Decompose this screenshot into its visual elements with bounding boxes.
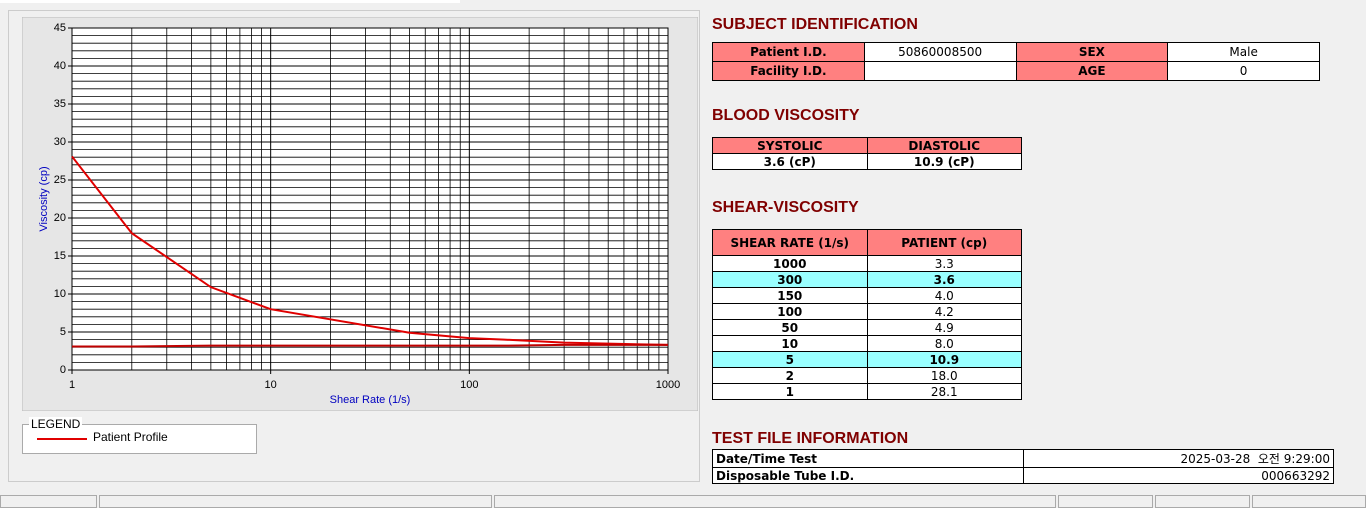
status-pane — [99, 495, 492, 508]
cell: 1 — [712, 383, 868, 400]
cell: 5 — [712, 351, 868, 368]
cell: Disposable Tube I.D. — [712, 467, 1024, 484]
x-tick-label: 1 — [69, 379, 75, 391]
cell: 150 — [712, 287, 868, 304]
y-tick-label: 20 — [54, 212, 66, 224]
cell: 3.6 (cP) — [712, 153, 868, 170]
subject-table: Patient I.D. 50860008500 SEX Male Facility … — [712, 42, 1320, 81]
cell: 10.9 — [866, 351, 1022, 368]
status-pane — [0, 495, 97, 508]
cell: 3.3 — [866, 255, 1022, 272]
cell: 2025-03-28 오전 9:29:00 — [1023, 449, 1334, 468]
series-line — [71, 155, 669, 346]
legend-swatch — [37, 438, 87, 440]
cell: PATIENT (cp) — [866, 229, 1022, 256]
y-tick-label: 10 — [54, 288, 66, 300]
table-row: 300 3.6 — [712, 271, 1022, 288]
cell: Facility I.D. — [712, 61, 865, 81]
status-pane — [1252, 495, 1366, 508]
cell: Patient I.D. — [712, 42, 865, 62]
chart-frame — [8, 10, 700, 482]
table-row: 1000 3.3 — [712, 255, 1022, 272]
y-tick-label: 40 — [54, 60, 66, 72]
cell: 300 — [712, 271, 868, 288]
table-row: 50 4.9 — [712, 319, 1022, 336]
status-pane — [1058, 495, 1153, 508]
legend-label: Patient Profile — [93, 430, 168, 444]
chart: Shear Rate (1/s) Viscosity (cp) 0 5 10 15 20… — [22, 17, 698, 411]
y-tick-label: 45 — [54, 22, 66, 34]
y-tick-label: 0 — [60, 364, 66, 376]
cell: 4.2 — [866, 303, 1022, 320]
x-tick-label: 1000 — [656, 379, 680, 391]
cell: 2 — [712, 367, 868, 384]
y-tick-label: 15 — [54, 250, 66, 262]
cell: Male — [1167, 42, 1320, 62]
plot-area — [72, 28, 668, 370]
x-tick-label: 100 — [460, 379, 478, 391]
cell: 3.6 — [866, 271, 1022, 288]
status-pane — [1155, 495, 1250, 508]
cell: 1000 — [712, 255, 868, 272]
cell: DIASTOLIC — [866, 137, 1022, 154]
y-tick-label: 30 — [54, 136, 66, 148]
cell: 10.9 (cP) — [866, 153, 1022, 170]
cell — [863, 61, 1017, 81]
cell: 28.1 — [866, 383, 1022, 400]
y-axis-label: Viscosity (cp) — [38, 166, 50, 231]
cell: 10 — [712, 335, 868, 352]
table-row: 2 18.0 — [712, 367, 1022, 384]
section-title: BLOOD VISCOSITY — [712, 107, 860, 124]
y-tick-label: 25 — [54, 174, 66, 186]
table-row: 150 4.0 — [712, 287, 1022, 304]
section-title: TEST FILE INFORMATION — [712, 430, 909, 447]
cell: 000663292 — [1023, 467, 1334, 484]
blood-table: SYSTOLIC DIASTOLIC 3.6 (cP) 10.9 (cP) — [712, 137, 1022, 170]
table-row: 100 4.2 — [712, 303, 1022, 320]
status-pane — [494, 495, 1056, 508]
cell: 8.0 — [866, 335, 1022, 352]
table-row: 10 8.0 — [712, 335, 1022, 352]
cell: 4.9 — [866, 319, 1022, 336]
top-strip — [0, 0, 460, 3]
cell: 4.0 — [866, 287, 1022, 304]
cell: 100 — [712, 303, 868, 320]
legend-title: LEGEND — [29, 417, 83, 431]
table-row: 1 28.1 — [712, 383, 1022, 400]
cell: 0 — [1167, 61, 1320, 81]
y-tick-label: 5 — [60, 326, 66, 338]
cell: 50 — [712, 319, 868, 336]
plot-border — [71, 27, 669, 371]
cell: SEX — [1015, 42, 1169, 62]
shear-table: SHEAR RATE (1/s) PATIENT (cp) 1000 3.3 300 3… — [712, 229, 1022, 400]
table-row: 5 10.9 — [712, 351, 1022, 368]
cell: SYSTOLIC — [712, 137, 868, 154]
cell: 50860008500 — [863, 42, 1017, 62]
series-line — [72, 343, 668, 348]
cell: AGE — [1015, 61, 1169, 81]
test-file-table: Date/Time Test 2025-03-28 오전 9:29:00 Disp… — [712, 449, 1334, 484]
y-tick-label: 35 — [54, 98, 66, 110]
section-title: SUBJECT IDENTIFICATION — [712, 16, 918, 33]
cell: 18.0 — [866, 367, 1022, 384]
x-tick-label: 10 — [265, 379, 277, 391]
x-axis-label: Shear Rate (1/s) — [330, 394, 411, 406]
legend: LEGEND Patient Profile — [22, 417, 257, 454]
cell: Date/Time Test — [712, 449, 1024, 468]
section-title: SHEAR-VISCOSITY — [712, 199, 859, 216]
cell: SHEAR RATE (1/s) — [712, 229, 868, 256]
